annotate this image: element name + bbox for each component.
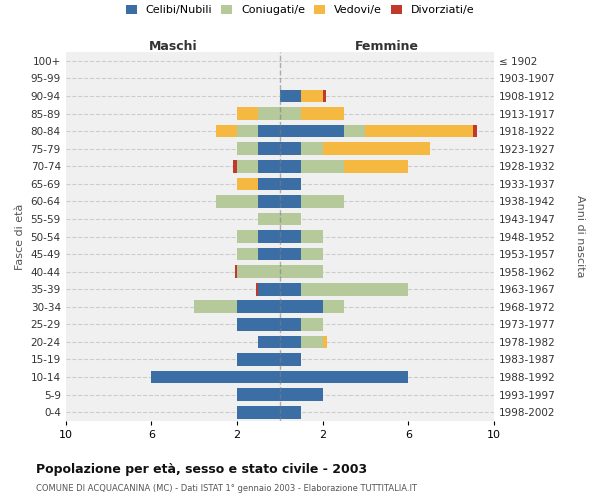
Bar bbox=[259, 195, 280, 207]
Text: Maschi: Maschi bbox=[148, 40, 197, 53]
Bar bbox=[301, 283, 408, 296]
Bar bbox=[280, 178, 301, 190]
Bar bbox=[237, 230, 259, 243]
Bar bbox=[301, 107, 344, 120]
Bar bbox=[237, 353, 280, 366]
Bar bbox=[301, 230, 323, 243]
Bar bbox=[259, 336, 280, 348]
Bar bbox=[237, 388, 280, 401]
Bar bbox=[259, 160, 280, 172]
Bar bbox=[256, 283, 259, 296]
Bar bbox=[237, 318, 280, 330]
Y-axis label: Fasce di età: Fasce di età bbox=[15, 204, 25, 270]
Bar bbox=[237, 248, 259, 260]
Bar bbox=[280, 160, 301, 172]
Bar bbox=[237, 142, 259, 155]
Bar bbox=[280, 353, 301, 366]
Bar bbox=[280, 406, 301, 418]
Bar bbox=[280, 107, 301, 120]
Bar bbox=[215, 195, 259, 207]
Bar bbox=[280, 336, 301, 348]
Bar bbox=[280, 388, 323, 401]
Y-axis label: Anni di nascita: Anni di nascita bbox=[575, 196, 585, 278]
Bar bbox=[280, 318, 301, 330]
Bar bbox=[280, 300, 323, 313]
Bar bbox=[344, 160, 408, 172]
Bar bbox=[151, 370, 280, 384]
Bar bbox=[301, 318, 323, 330]
Bar bbox=[280, 195, 301, 207]
Bar bbox=[259, 248, 280, 260]
Bar bbox=[237, 107, 259, 120]
Text: Popolazione per età, sesso e stato civile - 2003: Popolazione per età, sesso e stato civil… bbox=[36, 462, 367, 475]
Bar bbox=[237, 178, 259, 190]
Bar bbox=[215, 125, 237, 138]
Text: Femmine: Femmine bbox=[355, 40, 419, 53]
Bar bbox=[301, 195, 344, 207]
Bar bbox=[235, 266, 237, 278]
Bar bbox=[237, 160, 259, 172]
Bar bbox=[259, 178, 280, 190]
Bar bbox=[323, 300, 344, 313]
Bar bbox=[301, 160, 344, 172]
Bar bbox=[473, 125, 477, 138]
Bar bbox=[301, 142, 323, 155]
Bar bbox=[259, 230, 280, 243]
Bar bbox=[301, 90, 323, 102]
Bar bbox=[323, 142, 430, 155]
Bar bbox=[280, 283, 301, 296]
Bar bbox=[280, 142, 301, 155]
Bar bbox=[323, 336, 327, 348]
Bar bbox=[280, 212, 301, 226]
Bar bbox=[237, 406, 280, 418]
Bar bbox=[344, 125, 365, 138]
Bar bbox=[365, 125, 473, 138]
Legend: Celibi/Nubili, Coniugati/e, Vedovi/e, Divorziati/e: Celibi/Nubili, Coniugati/e, Vedovi/e, Di… bbox=[121, 0, 479, 20]
Bar bbox=[280, 90, 301, 102]
Bar bbox=[194, 300, 237, 313]
Bar bbox=[280, 230, 301, 243]
Bar bbox=[237, 300, 280, 313]
Bar bbox=[323, 90, 326, 102]
Bar bbox=[259, 142, 280, 155]
Bar bbox=[259, 283, 280, 296]
Bar bbox=[280, 266, 323, 278]
Bar bbox=[280, 125, 344, 138]
Bar bbox=[259, 107, 280, 120]
Text: COMUNE DI ACQUACANINA (MC) - Dati ISTAT 1° gennaio 2003 - Elaborazione TUTTITALI: COMUNE DI ACQUACANINA (MC) - Dati ISTAT … bbox=[36, 484, 417, 493]
Bar bbox=[301, 248, 323, 260]
Bar bbox=[301, 336, 323, 348]
Bar bbox=[237, 266, 280, 278]
Bar bbox=[280, 248, 301, 260]
Bar bbox=[280, 370, 408, 384]
Bar bbox=[237, 125, 259, 138]
Bar bbox=[259, 212, 280, 226]
Bar bbox=[233, 160, 237, 172]
Bar bbox=[259, 125, 280, 138]
